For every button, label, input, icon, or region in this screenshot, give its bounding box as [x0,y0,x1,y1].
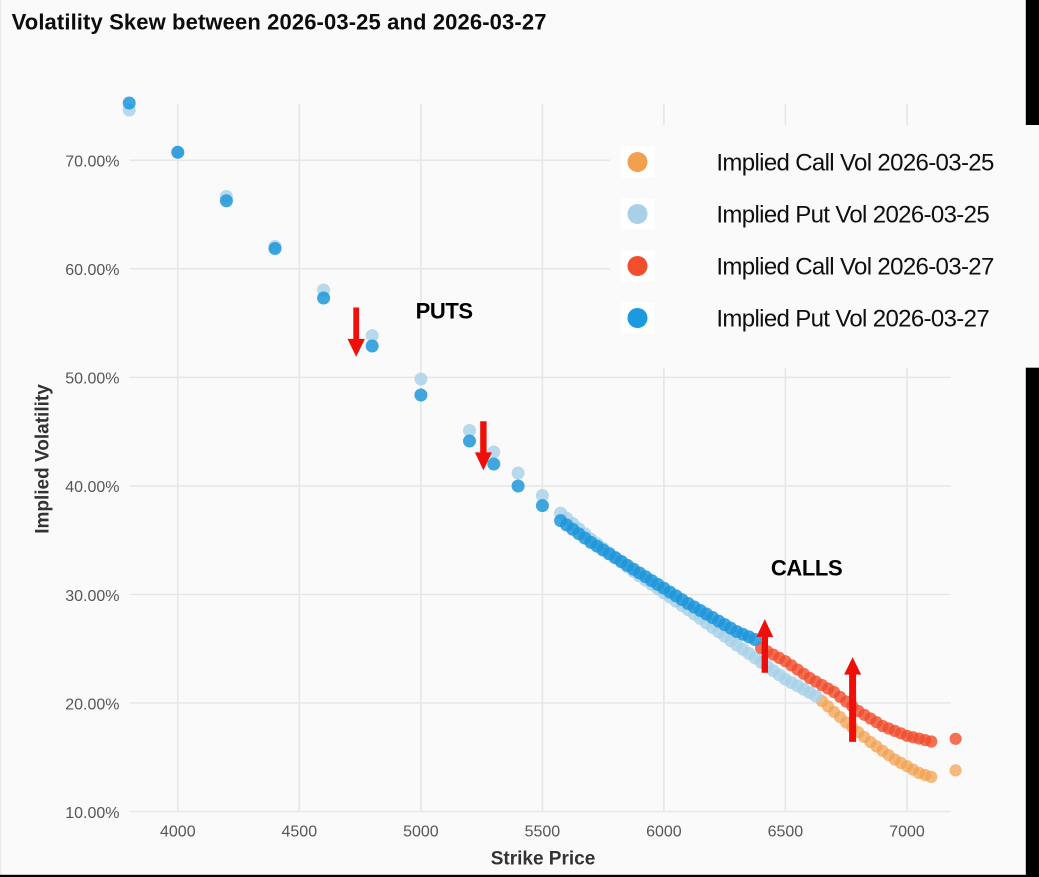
svg-text:Implied Put Vol 2026-03-25: Implied Put Vol 2026-03-25 [716,202,989,229]
svg-text:20.00%: 20.00% [65,696,119,713]
svg-text:60.00%: 60.00% [65,262,119,279]
svg-text:Implied Call Vol 2026-03-25: Implied Call Vol 2026-03-25 [716,150,994,177]
svg-text:4000: 4000 [160,823,196,840]
svg-text:Implied Call Vol 2026-03-27: Implied Call Vol 2026-03-27 [716,254,994,281]
svg-text:50.00%: 50.00% [65,371,119,388]
svg-text:6500: 6500 [768,823,804,840]
svg-text:Implied Put Vol 2026-03-27: Implied Put Vol 2026-03-27 [716,306,989,333]
svg-text:7000: 7000 [889,823,925,840]
svg-text:Volatility Skew between 2026-0: Volatility Skew between 2026-03-25 and 2… [12,10,547,35]
svg-text:6000: 6000 [646,823,682,840]
svg-text:Strike Price: Strike Price [491,849,596,870]
svg-text:30.00%: 30.00% [65,588,119,605]
svg-text:PUTS: PUTS [416,299,473,324]
svg-text:5500: 5500 [525,823,561,840]
svg-text:40.00%: 40.00% [65,479,119,496]
svg-text:Implied Volatility: Implied Volatility [33,384,54,534]
svg-text:CALLS: CALLS [771,556,842,581]
svg-text:4500: 4500 [282,823,318,840]
svg-text:70.00%: 70.00% [65,154,119,171]
svg-text:5000: 5000 [403,823,439,840]
svg-text:10.00%: 10.00% [65,805,119,822]
